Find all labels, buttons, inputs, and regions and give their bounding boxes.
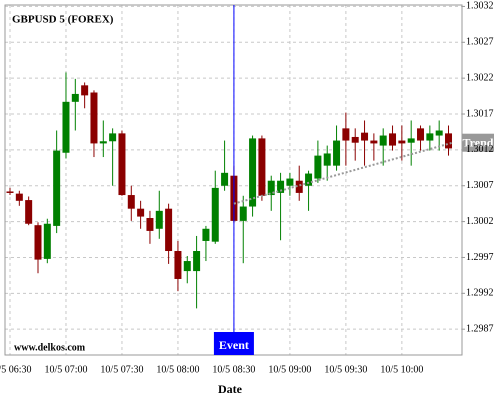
candle-body: [34, 225, 42, 260]
candle-body: [183, 261, 191, 272]
candle-body: [277, 180, 285, 193]
x-tick-label: 10/5 08:30: [212, 364, 255, 375]
candle-body: [239, 206, 247, 221]
candle-body: [417, 128, 425, 141]
y-tick-label: 1.3017: [466, 108, 494, 119]
watermark: www.delkos.com: [14, 342, 86, 353]
candle-body: [323, 153, 331, 166]
candle-body: [370, 140, 378, 144]
trend-box: [462, 133, 494, 152]
candle-body: [305, 173, 313, 186]
y-tick-label: 1.3002: [466, 216, 494, 227]
y-tick-label: 1.3012: [466, 144, 494, 155]
candle-body: [211, 187, 219, 242]
candle-body: [286, 178, 294, 186]
candle-body: [62, 101, 70, 153]
candle-body: [295, 180, 303, 193]
x-tick-label: 10/5 08:00: [156, 364, 199, 375]
candle-body: [6, 191, 14, 193]
candle-body: [137, 208, 145, 217]
candle-body: [361, 132, 369, 141]
y-tick-label: 1.3022: [466, 72, 494, 83]
candle-body: [398, 140, 406, 144]
candle-body: [174, 251, 182, 279]
candle-body: [435, 130, 443, 136]
candle-body: [389, 133, 397, 146]
candle-body: [15, 193, 23, 201]
candle-body: [43, 223, 51, 259]
x-axis-label: Date: [218, 382, 243, 396]
candle-body: [445, 133, 453, 149]
candle-body: [165, 208, 173, 252]
trend-line: [233, 141, 453, 205]
x-tick-label: 10/5 09:00: [268, 364, 311, 375]
y-tick-label: 1.3027: [466, 37, 494, 48]
candle-body: [426, 133, 434, 141]
candle-body: [258, 138, 266, 196]
candle-body: [342, 128, 350, 141]
y-tick-label: 1.3032: [466, 1, 494, 12]
candle-body: [127, 195, 135, 209]
candle-body: [109, 133, 117, 142]
event-label: Event: [219, 338, 249, 352]
candle-body: [379, 135, 387, 146]
candle-body: [146, 218, 154, 231]
y-tick-label: 1.2992: [466, 288, 494, 299]
candle-body: [25, 200, 33, 224]
event-box: [213, 332, 254, 355]
candle-body: [118, 133, 126, 196]
candle-body: [351, 136, 359, 143]
y-tick-label: 1.2997: [466, 252, 494, 263]
candle-body: [314, 155, 322, 179]
candle-body: [81, 85, 89, 96]
trend-label: Trend: [463, 135, 494, 149]
x-tick-label: 10/5 07:30: [100, 364, 143, 375]
x-tick-label: 10/5 09:30: [324, 364, 367, 375]
candle-body: [249, 138, 257, 207]
x-tick-label: 10/5 06:30: [0, 364, 32, 375]
chart-title: GBPUSD 5 (FOREX): [12, 14, 114, 26]
x-tick-label: 10/5 07:00: [44, 364, 87, 375]
candle-body: [267, 180, 275, 196]
candle-body: [193, 251, 201, 272]
candle-body: [90, 92, 98, 144]
candle-body: [221, 172, 229, 186]
candle-body: [407, 138, 415, 143]
overlays: Event Trend: [213, 5, 494, 355]
x-tick-label: 10/5 10:00: [380, 364, 423, 375]
candle-body: [53, 150, 61, 226]
candle-body: [71, 93, 79, 102]
y-tick-label: 1.2987: [466, 323, 494, 334]
candle-body: [333, 140, 341, 166]
candle-body: [99, 141, 107, 144]
candle-body: [155, 210, 163, 229]
candle-body: [202, 228, 210, 241]
y-tick-label: 1.3007: [466, 180, 494, 191]
